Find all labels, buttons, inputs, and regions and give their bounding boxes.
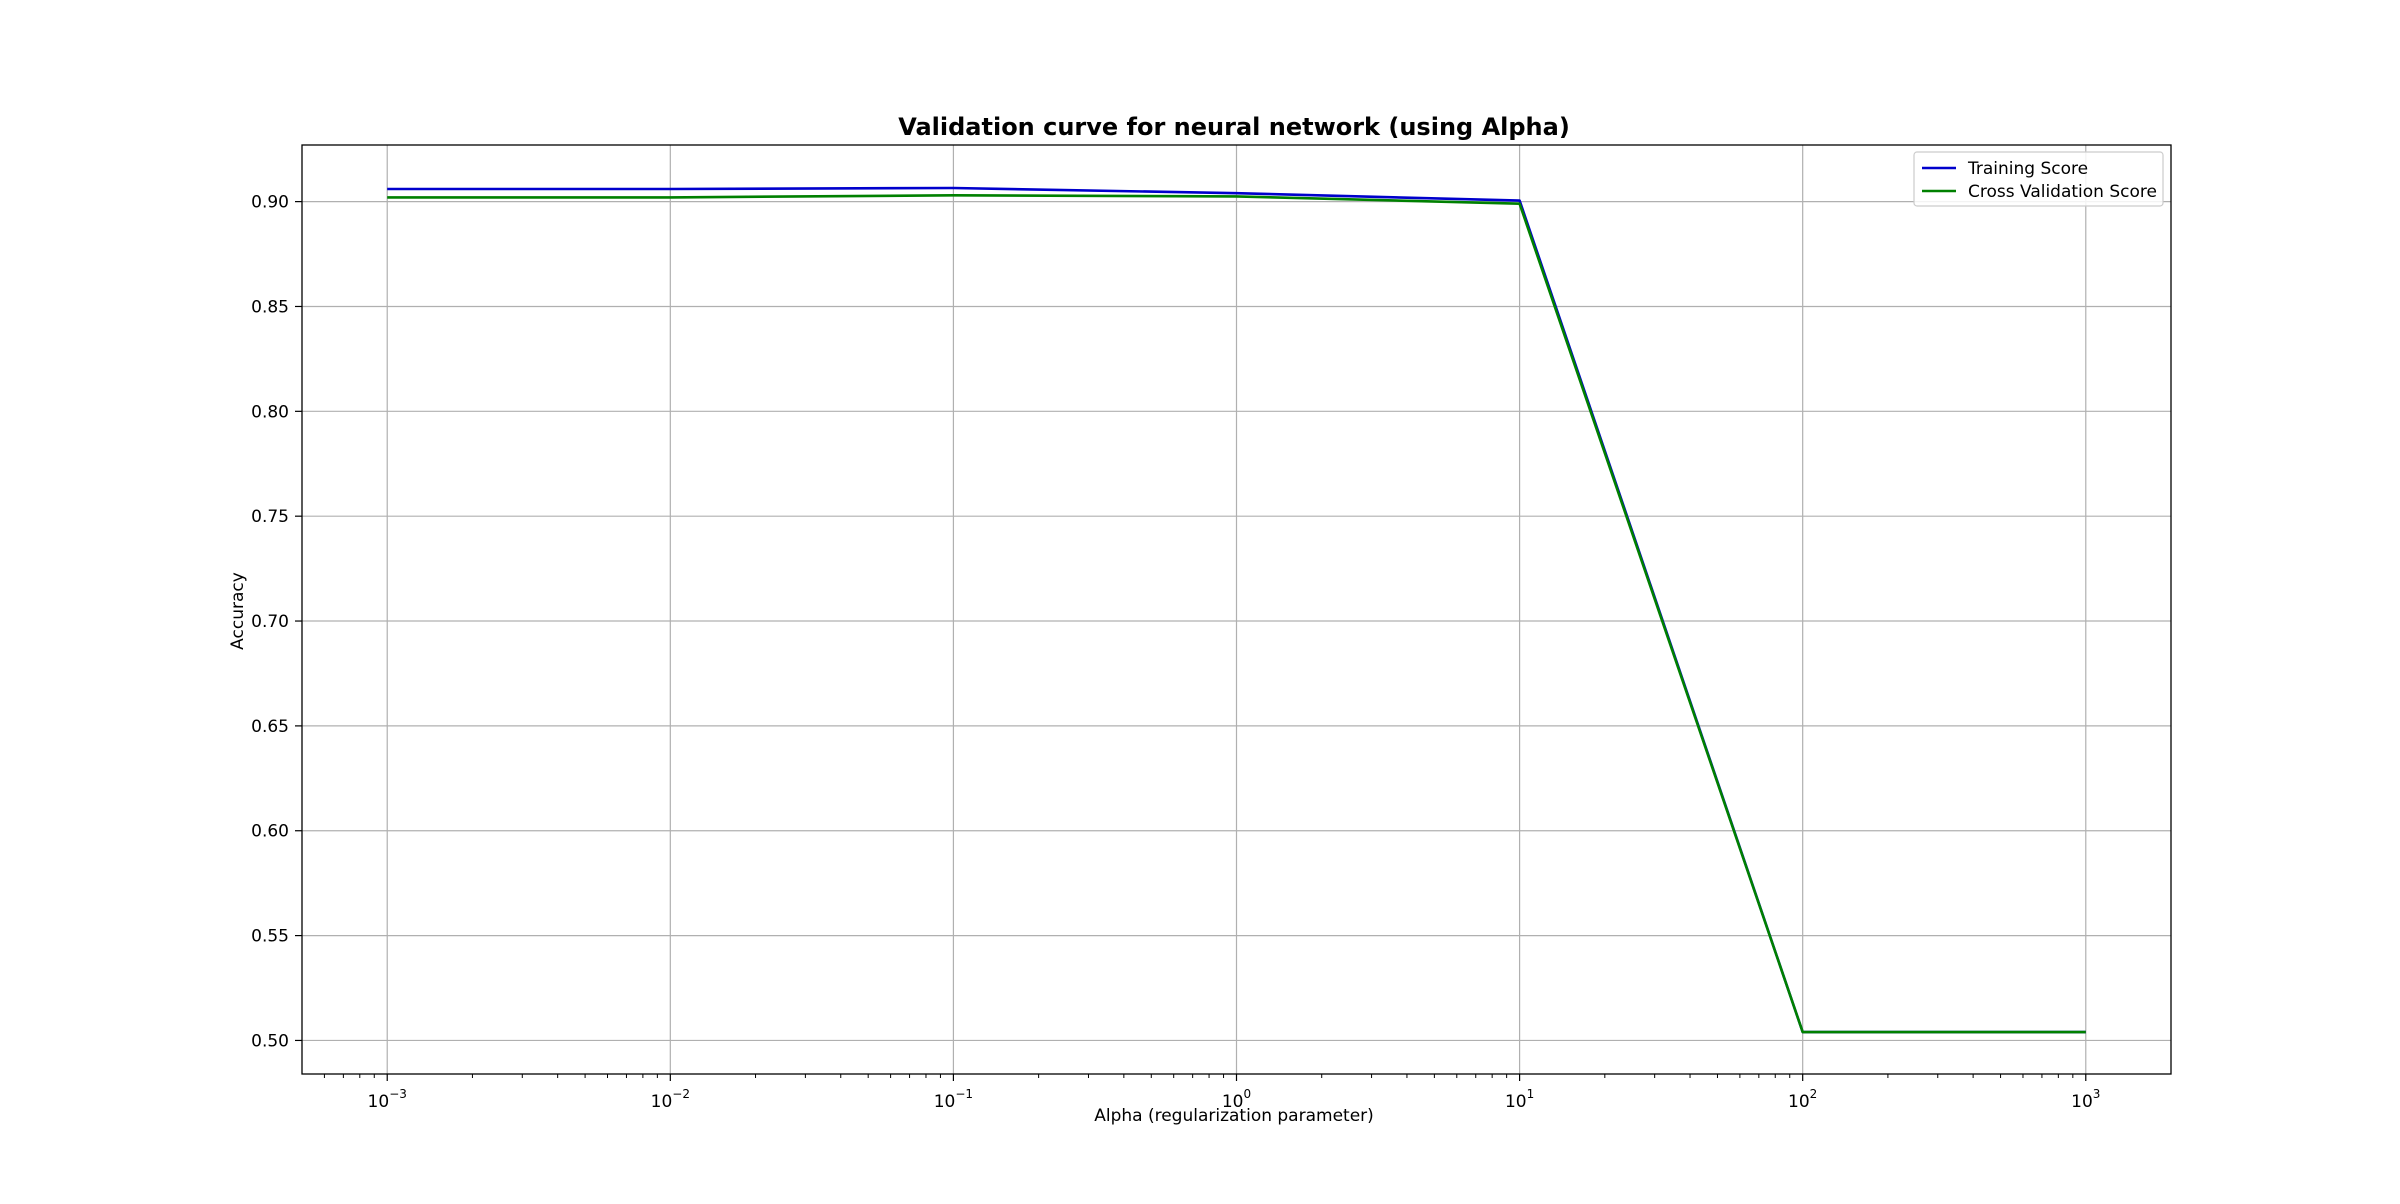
x-tick-label: 102 — [1788, 1087, 1817, 1112]
grid-layer — [302, 145, 2171, 1074]
y-tick-label: 0.60 — [251, 822, 289, 842]
series-line-cross-validation-score — [387, 194, 2086, 1034]
y-tick-label: 0.85 — [251, 297, 289, 317]
x-tick-label: 10−1 — [934, 1087, 973, 1112]
x-tick-label: 100 — [1222, 1087, 1251, 1112]
y-tick-label: 0.70 — [251, 612, 289, 632]
y-tick-label: 0.65 — [251, 717, 289, 737]
y-tick-label: 0.80 — [251, 402, 289, 422]
legend-box — [1913, 151, 2164, 207]
y-tick-label: 0.50 — [251, 1031, 289, 1051]
y-tick-label: 0.90 — [251, 193, 289, 213]
x-tick-label: 101 — [1505, 1087, 1534, 1112]
legend-label: Cross Validation Score — [1968, 182, 2157, 202]
y-tick-label: 0.55 — [251, 927, 289, 947]
x-tick-label: 10−2 — [651, 1087, 690, 1112]
chart-title: Validation curve for neural network (usi… — [898, 113, 1570, 141]
y-axis-label: Accuracy — [228, 572, 248, 650]
legend-label: Training Score — [1967, 159, 2088, 179]
x-axis-label: Alpha (regularization parameter) — [1094, 1106, 1374, 1126]
legend: Training Score Cross Validation Score — [1913, 151, 2164, 207]
tick-layer: 10−3 10−2 10−1 100 101 102 103 0.50 0.55 0.60 0.65… — [251, 193, 2100, 1112]
y-tick-label: 0.75 — [251, 507, 289, 527]
x-tick-label: 10−3 — [368, 1087, 407, 1112]
x-tick-label: 103 — [2071, 1087, 2100, 1112]
series-layer — [387, 186, 2086, 1034]
